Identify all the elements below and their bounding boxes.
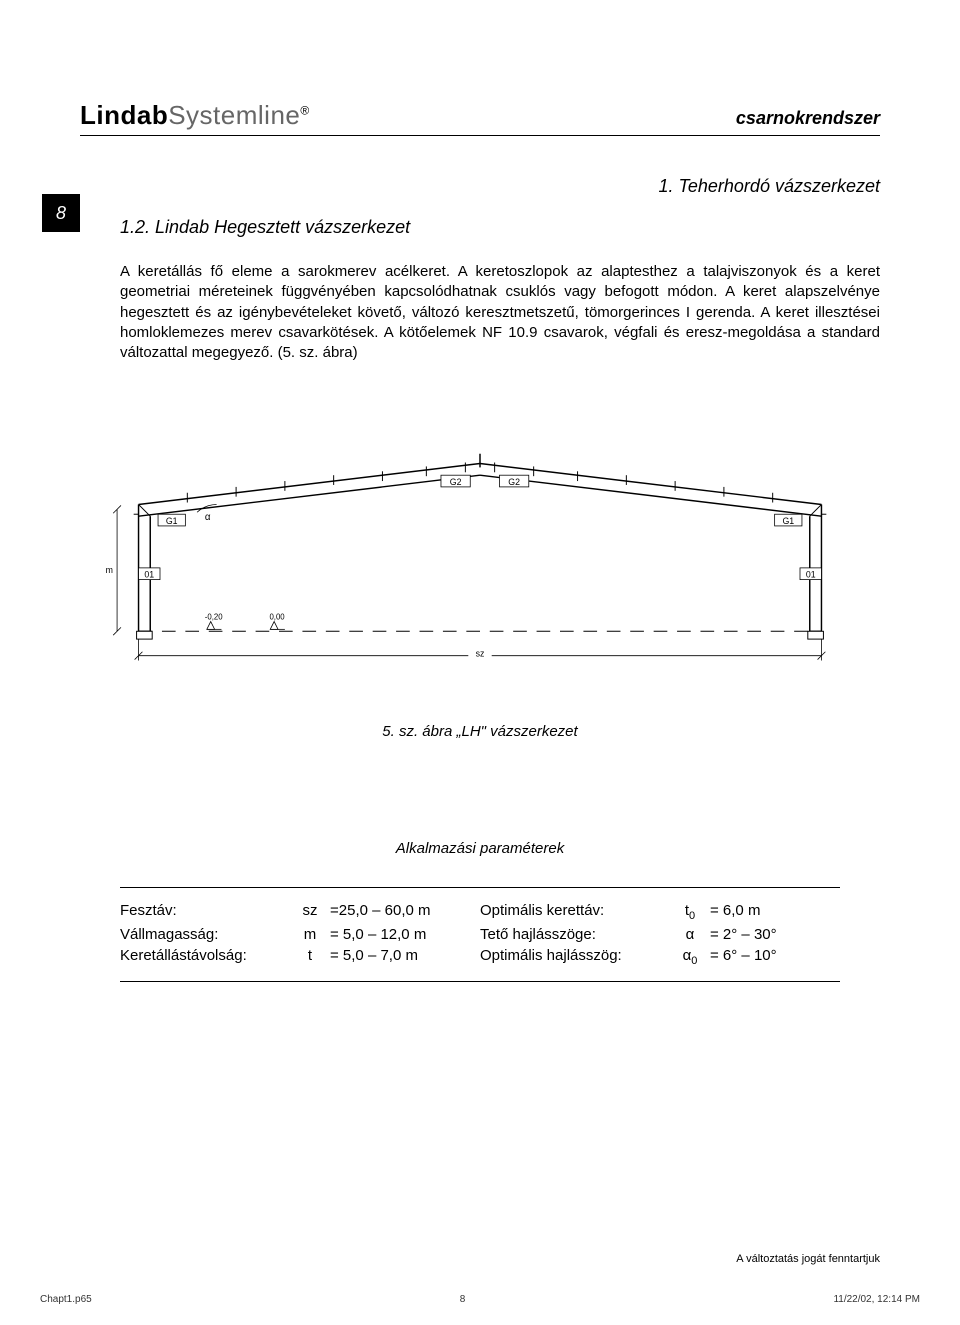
brand-light: Systemline <box>168 100 300 130</box>
param-label: Fesztáv: <box>120 902 290 922</box>
param-label2: Tető hajlásszöge: <box>480 926 670 943</box>
params-title: Alkalmazási paraméterek <box>80 840 880 857</box>
param-value2: = 6° – 10° <box>710 947 840 967</box>
figure-caption: 5. sz. ábra „LH" vázszerkezet <box>80 723 880 740</box>
label-neg020: -0,20 <box>205 613 223 622</box>
param-symbol2: α0 <box>670 947 710 967</box>
param-symbol2: α <box>670 926 710 943</box>
page-number: 8 <box>56 203 66 224</box>
label-sz: sz <box>476 649 485 659</box>
diagram-container: G2 G2 G1 G1 α 01 <box>80 443 880 683</box>
label-g1-right: G1 <box>782 516 794 526</box>
param-label2: Optimális hajlásszög: <box>480 947 670 967</box>
page-number-box: 8 <box>42 194 80 232</box>
param-label: Vállmagasság: <box>120 926 290 943</box>
param-symbol: m <box>290 926 330 943</box>
chapter-title: 1. Teherhordó vázszerkezet <box>80 176 880 197</box>
label-m: m <box>106 565 113 575</box>
footer-right: 11/22/02, 12:14 PM <box>833 1294 920 1305</box>
label-alpha: α <box>205 512 211 523</box>
params-row: Keretállástávolság:t= 5,0 – 7,0 mOptimál… <box>120 945 840 969</box>
param-label2: Optimális kerettáv: <box>480 902 670 922</box>
disclaimer: A változtatás jogát fenntartjuk <box>736 1253 880 1265</box>
brand: LindabSystemline® <box>80 100 310 131</box>
label-g2-left: G2 <box>450 477 462 487</box>
param-value2: = 2° – 30° <box>710 926 840 943</box>
params-table: Fesztáv:sz=25,0 – 60,0 mOptimális kerett… <box>120 887 840 982</box>
param-value: =25,0 – 60,0 m <box>330 902 480 922</box>
param-symbol2: t0 <box>670 902 710 922</box>
brand-bold: Lindab <box>80 100 168 130</box>
params-row: Vállmagasság:m= 5,0 – 12,0 mTető hajláss… <box>120 924 840 945</box>
body-paragraph: A keretállás fő eleme a sarokmerev acélk… <box>120 262 880 363</box>
label-o1-right: 01 <box>806 570 816 580</box>
label-o1-left: 01 <box>144 570 154 580</box>
brand-reg: ® <box>300 103 309 117</box>
header: LindabSystemline® csarnokrendszer <box>80 100 880 136</box>
label-g2-right: G2 <box>508 477 520 487</box>
param-value2: = 6,0 m <box>710 902 840 922</box>
params-row: Fesztáv:sz=25,0 – 60,0 mOptimális kerett… <box>120 900 840 924</box>
param-symbol: t <box>290 947 330 967</box>
label-g1-left: G1 <box>166 516 178 526</box>
param-label: Keretállástávolság: <box>120 947 290 967</box>
header-category: csarnokrendszer <box>736 108 880 129</box>
label-p000: 0,00 <box>269 613 285 622</box>
param-value: = 5,0 – 12,0 m <box>330 926 480 943</box>
subsection-title: 1.2. Lindab Hegesztett vázszerkezet <box>120 217 880 238</box>
footer: Chapt1.p65 8 11/22/02, 12:14 PM <box>40 1294 920 1305</box>
footer-left: Chapt1.p65 <box>40 1294 92 1305</box>
param-symbol: sz <box>290 902 330 922</box>
footer-center: 8 <box>460 1294 466 1305</box>
param-value: = 5,0 – 7,0 m <box>330 947 480 967</box>
frame-diagram: G2 G2 G1 G1 α 01 <box>80 443 880 683</box>
